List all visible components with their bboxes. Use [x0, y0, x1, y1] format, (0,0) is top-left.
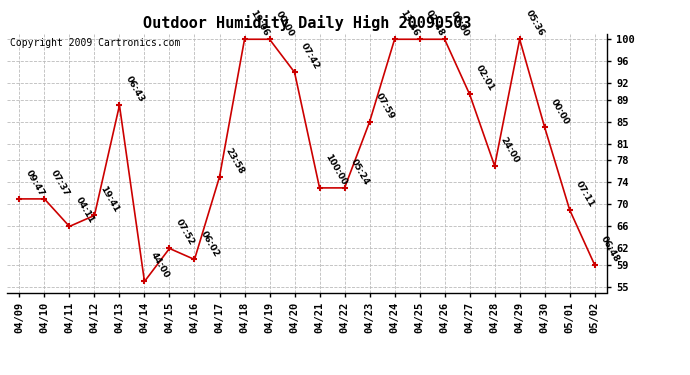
Text: 44:00: 44:00 — [148, 251, 170, 280]
Text: 02:48: 02:48 — [424, 9, 446, 38]
Text: 05:24: 05:24 — [348, 157, 371, 186]
Text: 05:36: 05:36 — [524, 9, 546, 38]
Text: 06:48: 06:48 — [599, 234, 621, 264]
Text: 100:00: 100:00 — [324, 152, 348, 186]
Title: Outdoor Humidity Daily High 20090503: Outdoor Humidity Daily High 20090503 — [143, 15, 471, 31]
Text: 00:00: 00:00 — [448, 9, 471, 38]
Text: 00:00: 00:00 — [274, 9, 295, 38]
Text: 09:47: 09:47 — [23, 168, 46, 198]
Text: 13:46: 13:46 — [399, 9, 421, 38]
Text: 07:37: 07:37 — [48, 168, 71, 198]
Text: Copyright 2009 Cartronics.com: Copyright 2009 Cartronics.com — [10, 38, 180, 48]
Text: 19:41: 19:41 — [99, 184, 121, 214]
Text: 07:59: 07:59 — [374, 91, 396, 120]
Text: 00:00: 00:00 — [549, 97, 571, 126]
Text: 07:11: 07:11 — [574, 179, 596, 209]
Text: 02:01: 02:01 — [474, 64, 496, 93]
Text: 07:42: 07:42 — [299, 42, 321, 71]
Text: 23:58: 23:58 — [224, 146, 246, 176]
Text: 06:02: 06:02 — [199, 229, 221, 258]
Text: 07:52: 07:52 — [174, 218, 196, 247]
Text: 24:00: 24:00 — [499, 135, 521, 165]
Text: 06:43: 06:43 — [124, 75, 146, 104]
Text: 04:11: 04:11 — [74, 196, 96, 225]
Text: 19:06: 19:06 — [248, 9, 270, 38]
